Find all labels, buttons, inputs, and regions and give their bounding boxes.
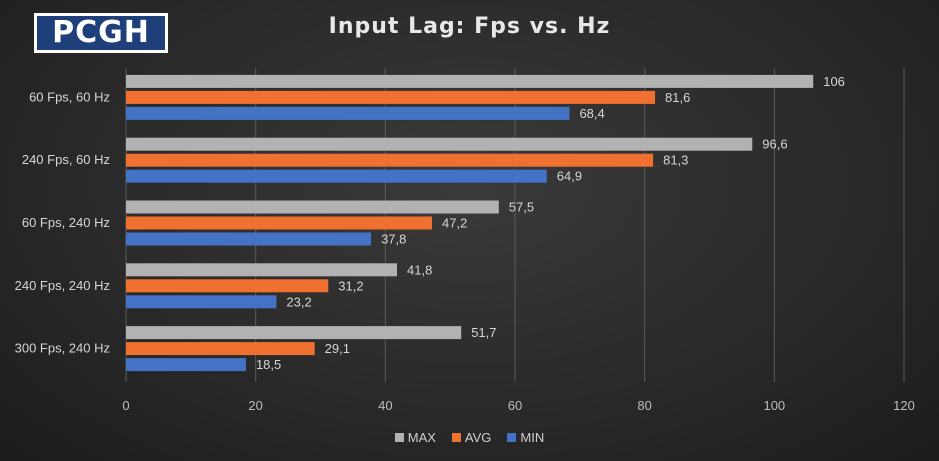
data-label-min-4: 23,2 xyxy=(286,294,311,309)
category-label-2: 240 Fps, 60 Hz xyxy=(22,152,110,167)
data-label-avg-2: 81,3 xyxy=(663,153,688,168)
data-label-max-3: 57,5 xyxy=(509,200,534,215)
data-label-max-5: 51,7 xyxy=(471,325,496,340)
bar-max-1 xyxy=(126,74,814,88)
x-tick-label-0: 0 xyxy=(122,398,129,413)
legend-item-avg: AVG xyxy=(451,430,492,445)
data-label-max-1: 106 xyxy=(823,74,845,89)
data-label-min-3: 37,8 xyxy=(381,232,406,247)
data-label-min-1: 68,4 xyxy=(579,106,604,121)
category-label-1: 60 Fps, 60 Hz xyxy=(29,89,110,104)
bar-max-4 xyxy=(126,263,398,277)
legend-swatch-min xyxy=(507,433,517,442)
logo-text: PCGH xyxy=(37,16,165,50)
x-tick-label-60: 60 xyxy=(508,398,522,413)
bar-min-1 xyxy=(126,106,570,120)
bar-avg-5 xyxy=(126,342,315,356)
data-label-avg-4: 31,2 xyxy=(338,278,363,293)
category-label-4: 240 Fps, 240 Hz xyxy=(15,278,110,293)
x-tick-label-40: 40 xyxy=(378,398,392,413)
bar-max-2 xyxy=(126,137,753,151)
legend-label-avg: AVG xyxy=(464,430,492,445)
legend-item-min: MIN xyxy=(507,430,544,445)
legend-swatch-avg xyxy=(451,433,461,442)
bar-max-5 xyxy=(126,326,462,340)
bar-avg-2 xyxy=(126,153,654,167)
data-label-min-5: 18,5 xyxy=(256,357,281,372)
category-label-5: 300 Fps, 240 Hz xyxy=(15,341,110,356)
bar-avg-3 xyxy=(126,216,433,230)
data-label-min-2: 64,9 xyxy=(557,169,582,184)
bar-avg-4 xyxy=(126,279,329,293)
bar-min-4 xyxy=(126,295,277,309)
legend: MAX AVG MIN xyxy=(0,430,939,445)
bar-max-3 xyxy=(126,200,499,214)
bar-avg-1 xyxy=(126,90,656,104)
x-tick-label-120: 120 xyxy=(893,398,915,413)
data-label-max-2: 96,6 xyxy=(762,137,787,152)
data-label-avg-1: 81,6 xyxy=(665,90,690,105)
data-label-avg-5: 29,1 xyxy=(325,341,350,356)
bar-min-2 xyxy=(126,169,547,183)
x-tick-label-100: 100 xyxy=(763,398,785,413)
legend-label-min: MIN xyxy=(520,430,545,445)
x-tick-label-20: 20 xyxy=(248,398,262,413)
x-tick-label-80: 80 xyxy=(637,398,651,413)
bar-min-3 xyxy=(126,232,372,246)
category-label-3: 60 Fps, 240 Hz xyxy=(22,215,110,230)
chart-title: Input Lag: Fps vs. Hz xyxy=(328,14,611,39)
data-label-max-4: 41,8 xyxy=(407,262,432,277)
legend-swatch-max xyxy=(394,433,404,442)
legend-label-max: MAX xyxy=(407,430,436,445)
bar-min-5 xyxy=(126,358,246,372)
pcgh-logo: PCGH xyxy=(34,13,168,53)
data-label-avg-3: 47,2 xyxy=(442,216,467,231)
legend-item-max: MAX xyxy=(394,430,436,445)
